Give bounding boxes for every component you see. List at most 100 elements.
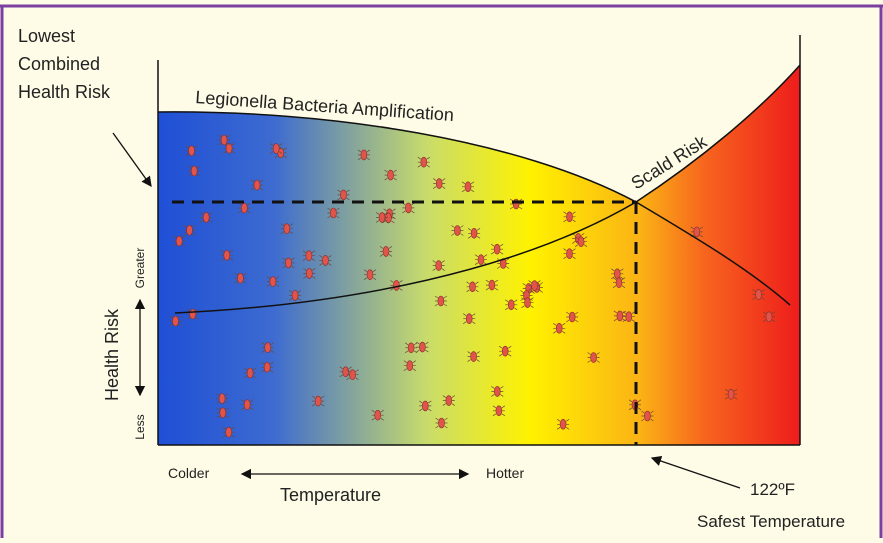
bacterium: [566, 311, 579, 323]
bacterium: [553, 322, 566, 334]
legionella-curve: [635, 201, 791, 306]
bacterium: [622, 311, 635, 323]
bacterium: [261, 342, 274, 353]
bacterium: [556, 418, 570, 430]
y-axis-label: Health Risk: [102, 308, 122, 401]
bacterium: [463, 313, 476, 325]
bacterium: [474, 254, 488, 266]
bacterium: [234, 272, 247, 284]
bacterium: [521, 297, 534, 309]
bacterium: [417, 156, 430, 168]
bacterium: [491, 386, 504, 397]
bacterium: [752, 289, 765, 300]
bacterium: [243, 367, 257, 379]
bacterium: [461, 181, 475, 193]
bacterium: [173, 235, 186, 247]
bacterium: [432, 260, 445, 271]
bacterium: [485, 279, 499, 291]
bacterium: [312, 395, 325, 407]
bacterium: [261, 361, 274, 373]
bacterium: [215, 393, 229, 404]
bacterium: [266, 276, 280, 287]
bacterium: [442, 395, 455, 406]
bacterium: [612, 277, 626, 289]
bacterium: [466, 281, 479, 293]
bacterium: [186, 308, 199, 320]
bacterium: [357, 149, 371, 161]
bacterium: [363, 269, 377, 281]
bacterium: [200, 212, 213, 223]
hotter-label: Hotter: [486, 465, 524, 481]
bacterium: [185, 145, 198, 157]
bacterium: [641, 410, 654, 422]
bacterium: [403, 360, 416, 372]
bacterium: [505, 299, 518, 311]
bacterium: [402, 202, 415, 214]
bacterium: [613, 310, 627, 322]
label-line: Health Risk: [18, 82, 111, 102]
bacterium: [216, 407, 229, 419]
bacterium: [379, 246, 393, 257]
bacterium: [434, 295, 448, 307]
top-curve: [157, 64, 801, 203]
bacterium: [528, 280, 541, 291]
bacterium: [497, 258, 510, 269]
bacterium: [346, 369, 359, 381]
bacterium: [467, 351, 480, 362]
bacterium: [492, 405, 506, 417]
bacterium: [433, 178, 446, 189]
bacterium: [762, 311, 776, 323]
bacterium: [280, 223, 293, 234]
bacterium: [724, 388, 738, 400]
bacterium: [188, 165, 201, 177]
less-label: Less: [133, 414, 147, 439]
bacterium: [339, 366, 352, 378]
bacterium: [302, 250, 316, 261]
bacterium: [375, 212, 389, 223]
bacterium: [371, 409, 384, 421]
bacterium: [250, 179, 264, 191]
label-line: Lowest: [18, 26, 75, 46]
greater-label: Greater: [133, 248, 147, 289]
bacterium: [220, 250, 233, 261]
bacterium: [288, 290, 302, 301]
bacterium: [587, 352, 600, 363]
bacterium: [183, 225, 196, 236]
bacterium: [222, 426, 235, 438]
bacterium: [419, 400, 432, 412]
bacterium: [390, 280, 403, 291]
bacterium: [563, 211, 576, 223]
lowest-arrow: [112, 132, 152, 188]
bacterium: [282, 257, 295, 269]
bacterium: [238, 202, 251, 214]
bacterium: [384, 169, 397, 181]
bacterium: [611, 268, 624, 280]
bacterium: [563, 248, 576, 259]
temp-arrow: [650, 456, 741, 489]
bacterium: [241, 399, 254, 411]
bacterium: [451, 225, 464, 236]
bacterium: [270, 143, 283, 154]
bacterium: [490, 243, 504, 255]
bacterium: [435, 417, 448, 429]
bacterium: [416, 341, 429, 353]
bacterium: [467, 228, 481, 239]
bacterium: [319, 255, 332, 266]
safest-label: Safest Temperature: [697, 512, 845, 531]
bacterium: [499, 345, 512, 357]
bacterium: [217, 134, 231, 146]
x-axis-label: Temperature: [280, 485, 381, 505]
bacterium: [169, 315, 182, 327]
colder-label: Colder: [168, 465, 210, 481]
label-line: Combined: [18, 54, 100, 74]
bacterium: [337, 189, 350, 201]
risk-area: [158, 65, 800, 445]
scald-curve: [174, 201, 637, 314]
bacterium: [303, 268, 316, 279]
bacterium: [574, 236, 588, 247]
bacterium: [404, 342, 418, 354]
temp-label: 122ºF: [750, 480, 795, 499]
bacterium: [327, 207, 340, 219]
